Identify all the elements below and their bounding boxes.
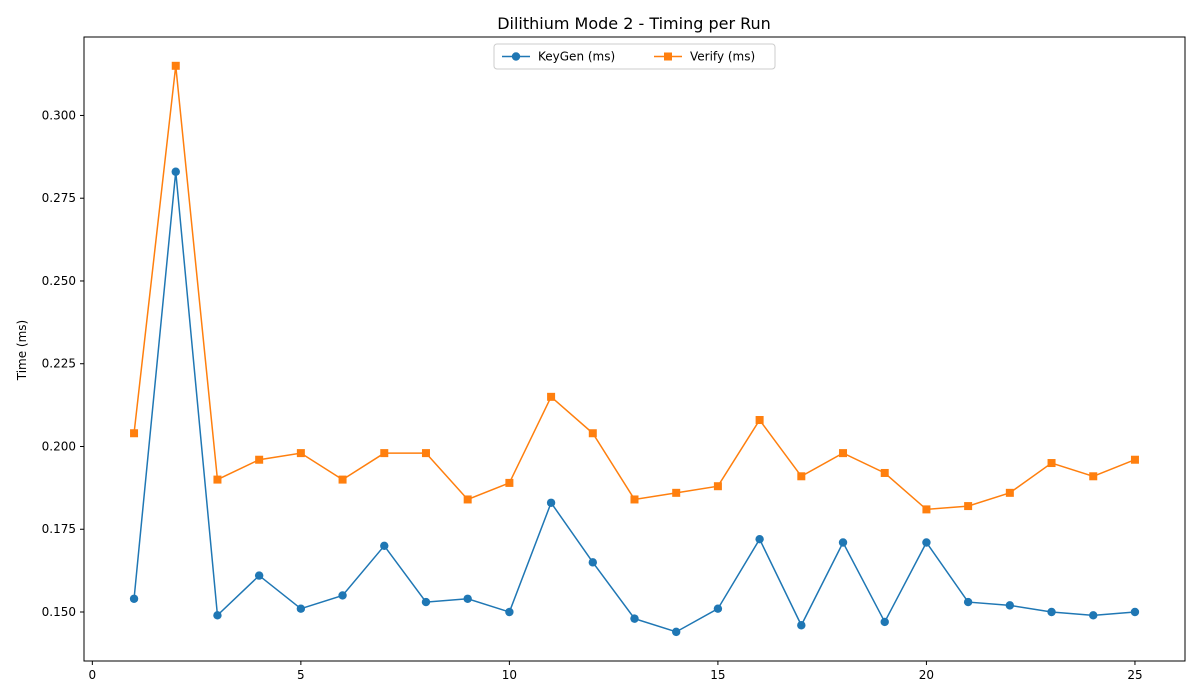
legend-label: KeyGen (ms): [538, 50, 615, 64]
data-point-keygen: [588, 558, 597, 567]
data-point-verify: [839, 449, 848, 458]
data-point-verify: [630, 495, 639, 504]
data-point-verify: [296, 449, 305, 458]
plot-area: 0 5 10 15 20 25 0.150 0.175 0.200 0.225 0.250 0.275…: [42, 36, 1186, 682]
legend-marker-circle: [511, 52, 521, 61]
data-point-verify: [255, 455, 264, 464]
x-tick-label: 20: [919, 668, 934, 682]
data-point-verify: [880, 468, 889, 477]
data-point-keygen: [129, 594, 139, 603]
x-tick-label: 0: [89, 668, 97, 682]
data-point-keygen: [1130, 607, 1140, 617]
data-point-keygen: [254, 571, 264, 580]
data-point-verify: [588, 429, 597, 438]
data-point-keygen: [505, 607, 514, 617]
data-point-verify: [1089, 472, 1098, 481]
x-tick-label: 5: [297, 668, 305, 682]
data-point-keygen: [630, 614, 639, 623]
data-point-verify: [463, 495, 472, 504]
data-point-keygen: [463, 594, 472, 603]
data-point-verify: [672, 488, 681, 497]
data-point-keygen: [546, 498, 556, 507]
y-tick-label: 0.275: [42, 191, 76, 205]
data-point-verify: [338, 475, 347, 484]
y-axis-label: Time (ms): [15, 320, 29, 382]
data-point-verify: [1047, 459, 1056, 468]
y-tick-label: 0.150: [42, 605, 76, 619]
data-point-keygen: [1089, 611, 1098, 620]
data-point-verify: [171, 61, 180, 70]
data-point-keygen: [380, 541, 389, 550]
data-point-verify: [755, 416, 764, 425]
plot-frame: [83, 36, 1186, 662]
x-tick-label: 25: [1127, 668, 1142, 682]
legend-label: Verify (ms): [690, 50, 755, 64]
data-point-keygen: [171, 167, 180, 176]
data-point-verify: [1130, 455, 1139, 464]
legend: KeyGen (ms) Verify (ms): [493, 43, 776, 70]
y-tick-label: 0.225: [42, 357, 76, 371]
data-point-keygen: [421, 597, 431, 607]
data-point-verify: [1005, 488, 1014, 497]
data-point-verify: [797, 472, 806, 481]
series-line-verify: [133, 65, 1136, 511]
data-point-keygen: [797, 621, 806, 630]
data-point-verify: [964, 502, 973, 511]
y-tick-label: 0.200: [42, 439, 76, 453]
data-point-keygen: [880, 617, 889, 627]
data-point-keygen: [1047, 607, 1056, 617]
data-point-verify: [713, 482, 722, 491]
y-tick-label: 0.175: [42, 522, 76, 536]
data-point-keygen: [838, 538, 848, 547]
data-point-keygen: [755, 534, 764, 544]
data-point-keygen: [296, 604, 306, 613]
chart-title: Dilithium Mode 2 - Timing per Run: [497, 14, 771, 33]
data-point-keygen: [963, 597, 973, 607]
data-point-keygen: [922, 538, 931, 547]
x-tick-label: 10: [502, 668, 517, 682]
data-point-verify: [213, 475, 222, 484]
legend-box: [493, 43, 776, 70]
y-tick-label: 0.250: [42, 274, 76, 288]
x-tick-label: 15: [710, 668, 725, 682]
data-point-keygen: [1005, 601, 1015, 610]
data-point-verify: [130, 429, 139, 438]
y-tick-label: 0.300: [42, 108, 76, 122]
legend-marker-square: [664, 52, 672, 61]
data-point-keygen: [338, 591, 347, 600]
series-line-keygen: [133, 171, 1136, 633]
data-point-keygen: [672, 627, 681, 637]
data-point-keygen: [213, 611, 222, 620]
data-point-verify: [421, 449, 430, 458]
data-point-keygen: [713, 604, 723, 613]
data-point-verify: [380, 449, 389, 458]
data-point-verify: [505, 478, 514, 487]
data-point-verify: [547, 392, 556, 401]
data-point-verify: [922, 505, 931, 514]
